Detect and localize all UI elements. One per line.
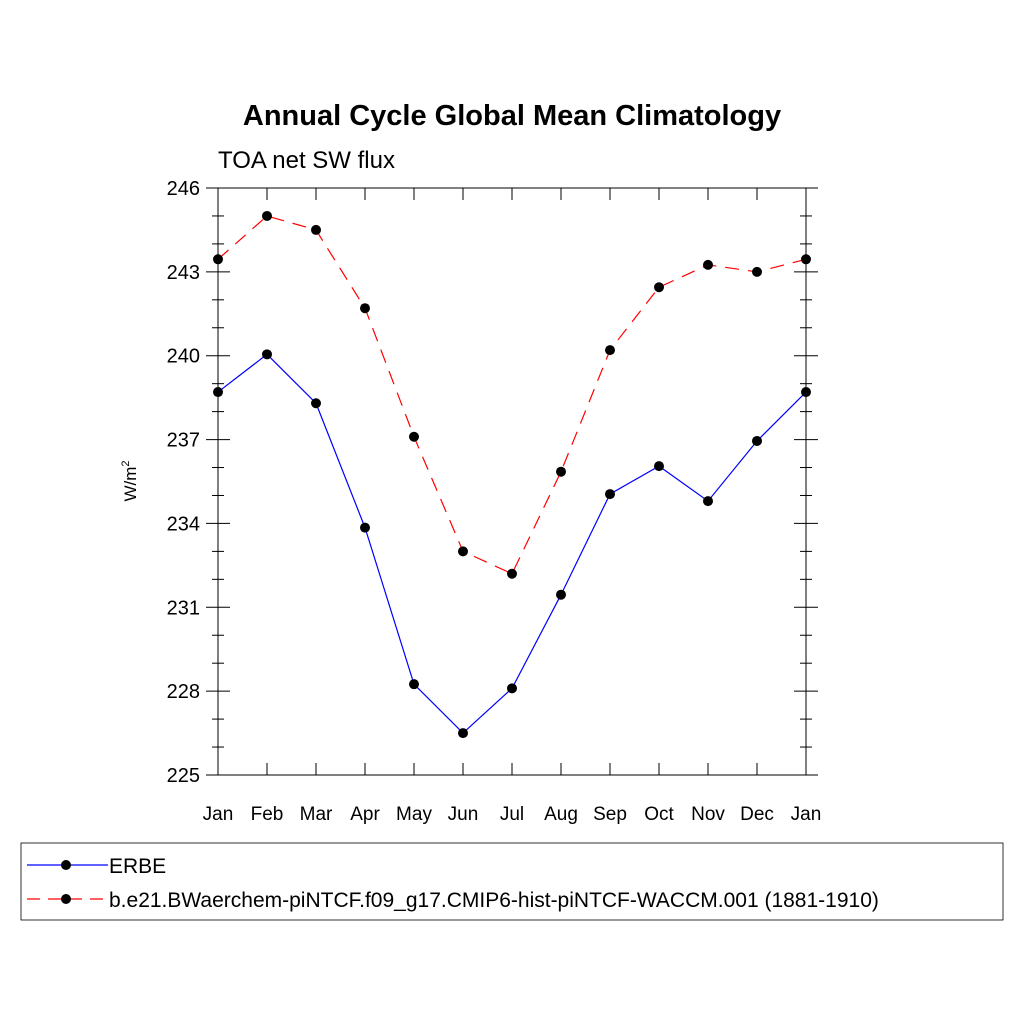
series-layer [213, 210, 811, 739]
legend-label-1: ERBE [109, 855, 166, 878]
series-2-point [556, 466, 566, 477]
y-axis-label-superscript: 2 [120, 460, 132, 466]
series-1-point [360, 522, 370, 533]
series-1-point [409, 679, 419, 690]
legend: ERBE b.e21.BWaerchem-piNTCF.f09_g17.CMIP6… [27, 855, 879, 912]
series-2-point [311, 224, 321, 235]
series-2-point [752, 266, 762, 277]
x-tick-label: Jul [500, 804, 524, 825]
y-axis-ticks: 225 228 231 234 237 240 243 246 [167, 178, 818, 787]
series-1-point [752, 435, 762, 446]
series-line-2 [217, 215, 807, 575]
series-1-point [458, 728, 468, 739]
series-2-point [654, 282, 664, 293]
x-tick-label: Mar [300, 804, 333, 825]
y-tick-label: 243 [167, 262, 200, 284]
series-1-point [605, 489, 615, 500]
series-2-point [360, 303, 370, 314]
x-tick-label: Feb [251, 804, 284, 825]
legend-marker-1 [61, 860, 71, 870]
series-line-1 [217, 353, 807, 734]
legend-marker-2 [61, 894, 71, 904]
chart-title: Annual Cycle Global Mean Climatology [243, 100, 781, 132]
series-1-point [654, 461, 664, 472]
series-1-point [311, 398, 321, 409]
legend-label-2: b.e21.BWaerchem-piNTCF.f09_g17.CMIP6-his… [109, 889, 879, 912]
x-tick-label: Jun [448, 804, 479, 825]
series-2-point [801, 254, 811, 265]
x-tick-label: Aug [544, 804, 578, 825]
x-tick-label: Jan [203, 804, 234, 825]
series-1-point [556, 589, 566, 600]
series-2-point [703, 259, 713, 270]
series-2-point [409, 431, 419, 442]
y-tick-label: 225 [167, 765, 200, 787]
series-1-point [703, 496, 713, 507]
x-tick-label: Nov [691, 804, 725, 825]
y-axis-label-unit: W/m [121, 467, 140, 502]
x-tick-label: Jan [791, 804, 822, 825]
series-2-point [262, 210, 272, 221]
x-tick-label: Dec [740, 804, 774, 825]
x-tick-label: Sep [593, 804, 627, 825]
y-tick-label: 237 [167, 430, 200, 452]
series-1-point [213, 387, 223, 398]
x-tick-label: Apr [350, 804, 380, 825]
y-tick-label: 231 [167, 597, 200, 619]
series-1-point [801, 387, 811, 398]
x-axis-ticks: Jan Feb Mar Apr May Jun Jul Aug Sep Oct Nov Dec Jan [203, 188, 822, 825]
series-2-point [507, 568, 517, 579]
series-1-point [507, 683, 517, 694]
chart-subtitle: TOA net SW flux [218, 147, 395, 174]
y-tick-label: 240 [167, 346, 200, 368]
y-tick-label: 246 [167, 178, 200, 200]
x-tick-label: May [396, 804, 432, 825]
y-axis-label: W/m2 [120, 460, 140, 501]
series-2-point [605, 345, 615, 356]
series-2-point [213, 254, 223, 265]
y-tick-label: 228 [167, 681, 200, 703]
series-2-point [458, 546, 468, 557]
series-1-point [262, 349, 272, 360]
legend-box [20, 842, 1004, 921]
y-tick-label: 234 [167, 513, 200, 535]
x-tick-label: Oct [644, 804, 674, 825]
